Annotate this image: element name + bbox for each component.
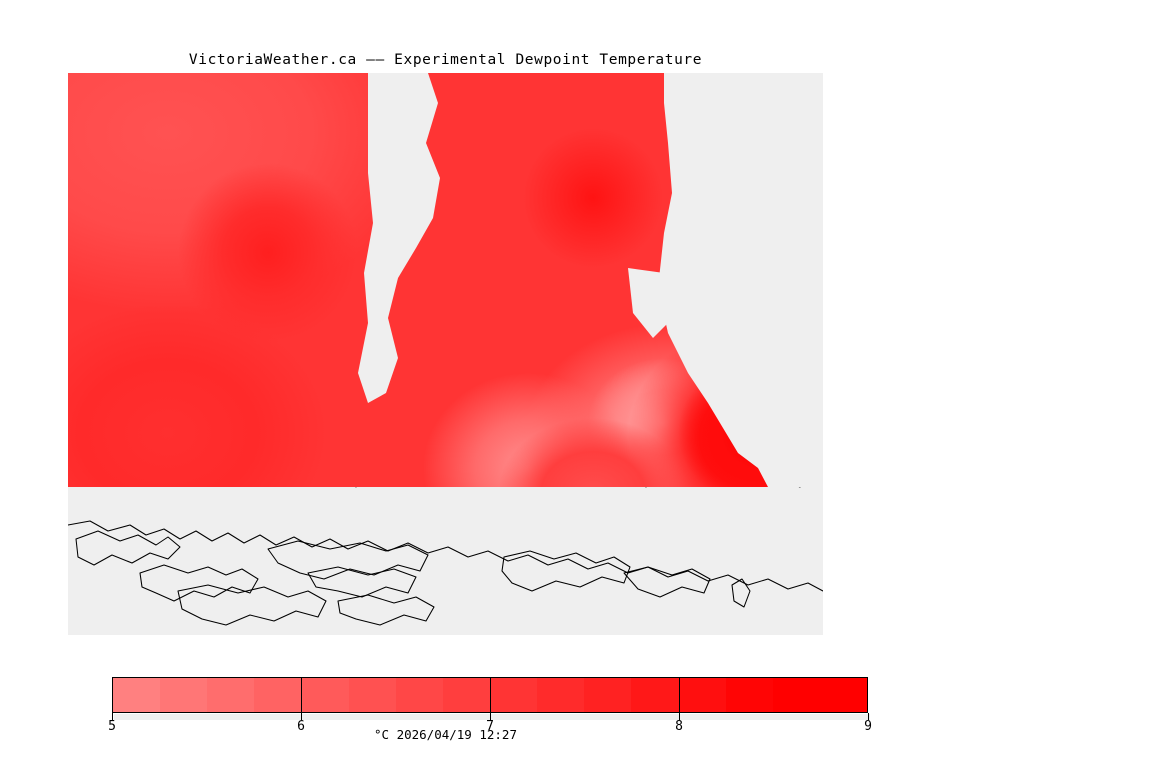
land-mask-layer bbox=[68, 73, 823, 635]
colorbar-tick bbox=[868, 713, 869, 720]
land-mask-saanich-west bbox=[358, 73, 440, 403]
colorbar-swatch bbox=[537, 678, 585, 712]
colorbar-swatch bbox=[160, 678, 208, 712]
colorbar-swatch bbox=[678, 678, 726, 712]
colorbar-swatch bbox=[113, 678, 161, 712]
map-panel[interactable] bbox=[68, 73, 823, 635]
colorbar-tick bbox=[301, 713, 302, 720]
colorbar-footer: °C 2026/04/19 12:27 bbox=[374, 727, 517, 742]
colorbar-tick-label: 9 bbox=[864, 719, 872, 734]
colorbar-swatch bbox=[301, 678, 349, 712]
colorbar-tick-label: 8 bbox=[675, 719, 683, 734]
colorbar-tick bbox=[490, 713, 491, 720]
coastline-south-detail-3 bbox=[337, 594, 435, 626]
coastline-sw-lagoon-1 bbox=[75, 530, 181, 566]
coastline-south-inland-2 bbox=[307, 566, 417, 598]
colorbar-swatch bbox=[395, 678, 443, 712]
colorbar-swatch bbox=[348, 678, 396, 712]
colorbar-swatch bbox=[772, 678, 820, 712]
colorbar-swatch bbox=[207, 678, 255, 712]
coastline-sw-bay bbox=[177, 584, 327, 626]
coastline-south-inland-1 bbox=[267, 540, 429, 580]
land-mask-ne-mainland bbox=[658, 73, 823, 487]
coastline-sw-peninsula bbox=[139, 564, 259, 602]
colorbar-swatch bbox=[725, 678, 773, 712]
field-blob-n-warm bbox=[523, 128, 663, 268]
coastline-se-islet bbox=[731, 578, 751, 608]
colorbar-tick bbox=[112, 713, 113, 720]
colorbar[interactable] bbox=[112, 677, 868, 713]
colorbar-tick-label: 7 bbox=[486, 719, 494, 734]
colorbar-divider bbox=[301, 677, 303, 713]
colorbar-shadow bbox=[114, 714, 870, 720]
colorbar-swatch bbox=[490, 678, 538, 712]
coastline-se-spit bbox=[623, 566, 711, 598]
coastline-south-mainland bbox=[68, 520, 823, 592]
land-mask-ne-notch bbox=[628, 268, 668, 338]
colorbar-tick-label: 6 bbox=[297, 719, 305, 734]
colorbar-tick bbox=[679, 713, 680, 720]
coastline-se-chunk bbox=[501, 550, 631, 592]
colorbar-swatch bbox=[631, 678, 679, 712]
colorbar-divider bbox=[679, 677, 681, 713]
colorbar-swatch bbox=[442, 678, 490, 712]
colorbar-tick-label: 5 bbox=[108, 719, 116, 734]
colorbar-swatch bbox=[254, 678, 302, 712]
page-title: VictoriaWeather.ca —— Experimental Dewpo… bbox=[188, 52, 703, 68]
colorbar-swatch bbox=[819, 678, 867, 712]
colorbar-divider bbox=[490, 677, 492, 713]
colorbar-swatch bbox=[584, 678, 632, 712]
